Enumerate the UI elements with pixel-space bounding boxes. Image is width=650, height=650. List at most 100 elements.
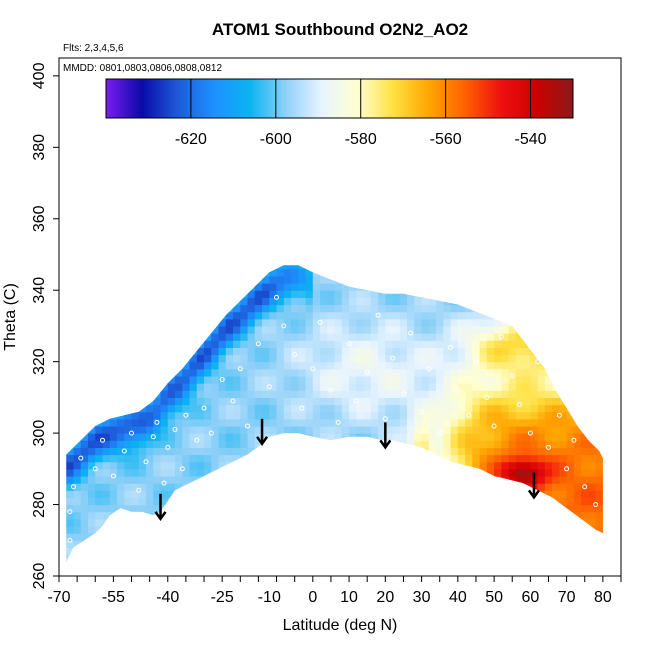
heatmap-cell bbox=[523, 468, 531, 477]
heatmap-cell bbox=[204, 304, 212, 313]
sample-point bbox=[346, 341, 352, 347]
heatmap-cell bbox=[138, 440, 147, 448]
heatmap-cell bbox=[182, 433, 191, 441]
heatmap-cell bbox=[276, 497, 285, 506]
heatmap-cell bbox=[523, 397, 531, 406]
heatmap-cell bbox=[544, 511, 553, 520]
heatmap-cell bbox=[421, 540, 430, 549]
heatmap-cell bbox=[276, 290, 285, 298]
heatmap-cell bbox=[530, 254, 538, 262]
heatmap-cell bbox=[573, 290, 582, 298]
heatmap-cell bbox=[544, 325, 553, 334]
heatmap-cell bbox=[494, 490, 502, 498]
heatmap-cell bbox=[269, 265, 278, 270]
heatmap-cell bbox=[80, 383, 89, 391]
heatmap-cell bbox=[515, 440, 524, 448]
heatmap-cell bbox=[167, 504, 176, 513]
heatmap-cell bbox=[436, 311, 444, 320]
heatmap-cell bbox=[501, 511, 510, 520]
heatmap-cell bbox=[298, 525, 307, 534]
heatmap-cell bbox=[552, 454, 560, 463]
heatmap-cell bbox=[428, 425, 437, 434]
heatmap-cell bbox=[465, 275, 473, 284]
heatmap-cell bbox=[211, 354, 220, 363]
y-axis-label: Theta (C) bbox=[2, 283, 19, 351]
heatmap-cell bbox=[211, 504, 220, 513]
heatmap-cell bbox=[312, 311, 321, 320]
heatmap-cell bbox=[349, 461, 357, 470]
heatmap-cell bbox=[204, 283, 212, 291]
heatmap-cell bbox=[414, 297, 423, 306]
heatmap-cell bbox=[559, 375, 568, 384]
heatmap-cell bbox=[283, 547, 292, 556]
heatmap-cell bbox=[581, 518, 589, 527]
heatmap-cell bbox=[276, 390, 285, 398]
heatmap-cell bbox=[175, 340, 183, 348]
heatmap-cell bbox=[73, 268, 82, 277]
heatmap-cell bbox=[515, 404, 524, 413]
heatmap-cell bbox=[305, 540, 314, 549]
sample-point bbox=[165, 444, 171, 450]
heatmap-cell bbox=[160, 554, 169, 562]
heatmap-cell bbox=[421, 397, 430, 406]
heatmap-cell bbox=[182, 468, 191, 477]
heatmap-cell bbox=[305, 361, 314, 370]
heatmap-cell bbox=[211, 518, 220, 527]
heatmap-cell bbox=[486, 404, 495, 413]
sample-point bbox=[237, 366, 243, 372]
heatmap-cell bbox=[66, 254, 74, 262]
heatmap-cell bbox=[95, 440, 104, 448]
heatmap-cell bbox=[414, 447, 423, 456]
heatmap-cell bbox=[276, 475, 285, 484]
heatmap-cell bbox=[298, 283, 307, 291]
heatmap-cell bbox=[334, 490, 343, 498]
heatmap-cell bbox=[472, 311, 481, 320]
heatmap-cell bbox=[189, 347, 198, 356]
heatmap-cell bbox=[182, 383, 191, 391]
heatmap-cell bbox=[573, 390, 582, 398]
heatmap-cell bbox=[291, 447, 299, 456]
heatmap-cell bbox=[276, 504, 285, 513]
heatmap-cell bbox=[262, 383, 270, 391]
heatmap-cell bbox=[443, 497, 452, 506]
heatmap-cell bbox=[291, 347, 299, 356]
heatmap-cell bbox=[254, 290, 263, 298]
heatmap-cell bbox=[247, 383, 256, 391]
colorbar-ticks: -620 -600 -580 -560 -540 bbox=[175, 79, 547, 148]
heatmap-cell bbox=[283, 304, 292, 313]
heatmap-cell bbox=[131, 383, 140, 391]
heatmap-cell bbox=[341, 475, 350, 484]
heatmap-cell bbox=[486, 340, 495, 348]
heatmap-cell bbox=[378, 347, 386, 356]
heatmap-cell bbox=[428, 497, 437, 506]
heatmap-cell bbox=[124, 333, 133, 341]
heatmap-cell bbox=[233, 540, 241, 549]
heatmap-cell bbox=[117, 397, 125, 406]
heatmap-cell bbox=[508, 547, 517, 556]
heatmap-cell bbox=[494, 562, 502, 570]
heatmap-cell bbox=[566, 425, 575, 434]
heatmap-cell bbox=[552, 333, 560, 341]
sample-point bbox=[408, 330, 414, 336]
heatmap-cell bbox=[595, 497, 603, 506]
heatmap-cell bbox=[218, 425, 227, 434]
heatmap-cell bbox=[537, 397, 546, 406]
heatmap-cell bbox=[196, 554, 205, 562]
heatmap-cell bbox=[363, 333, 372, 341]
heatmap-cell bbox=[487, 254, 495, 262]
heatmap-cell bbox=[595, 318, 603, 327]
heatmap-cell bbox=[581, 411, 589, 420]
heatmap-cell bbox=[378, 368, 386, 377]
heatmap-cell bbox=[80, 433, 89, 441]
heatmap-cell bbox=[153, 290, 162, 298]
heatmap-cell bbox=[254, 418, 263, 427]
heatmap-cell bbox=[233, 411, 241, 420]
heatmap-cell bbox=[138, 483, 147, 491]
heatmap-cell bbox=[233, 547, 241, 556]
heatmap-cell bbox=[457, 354, 466, 363]
heatmap-cell bbox=[313, 562, 321, 570]
heatmap-cell bbox=[269, 347, 278, 356]
heatmap-cell bbox=[399, 383, 408, 391]
heatmap-cell bbox=[124, 540, 133, 549]
heatmap-cell bbox=[515, 354, 524, 363]
